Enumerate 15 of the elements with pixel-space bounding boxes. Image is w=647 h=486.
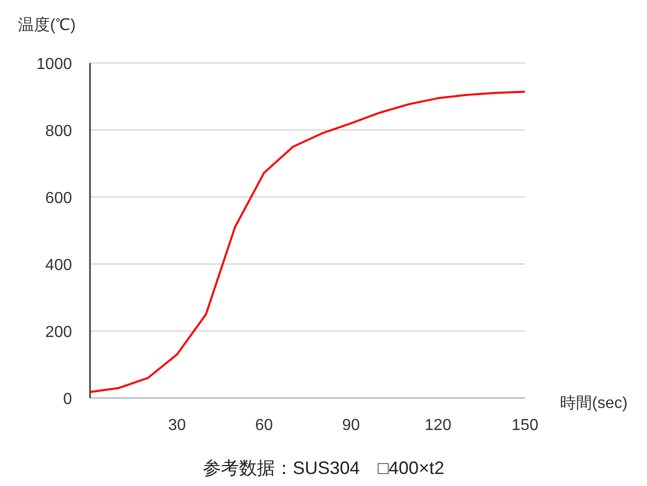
y-tick-label: 600 <box>45 190 72 207</box>
x-tick-label: 30 <box>168 417 186 434</box>
line-series <box>89 90 526 393</box>
x-tick-label: 90 <box>342 417 360 434</box>
y-tick-label: 800 <box>45 123 72 140</box>
y-tick-label: 0 <box>63 391 72 408</box>
y-tick-label: 1000 <box>36 56 72 73</box>
x-tick-label: 120 <box>424 417 452 434</box>
x-tick-label: 60 <box>255 417 273 434</box>
y-tick-label: 400 <box>45 257 72 274</box>
x-axis-title: 時間(sec) <box>560 394 628 412</box>
x-tick-label: 150 <box>512 417 538 434</box>
y-tick-label: 200 <box>45 324 72 341</box>
y-axis-title: 温度(℃) <box>18 16 76 34</box>
text: 参考数据：SUS304 □400×t2 <box>202 458 444 478</box>
